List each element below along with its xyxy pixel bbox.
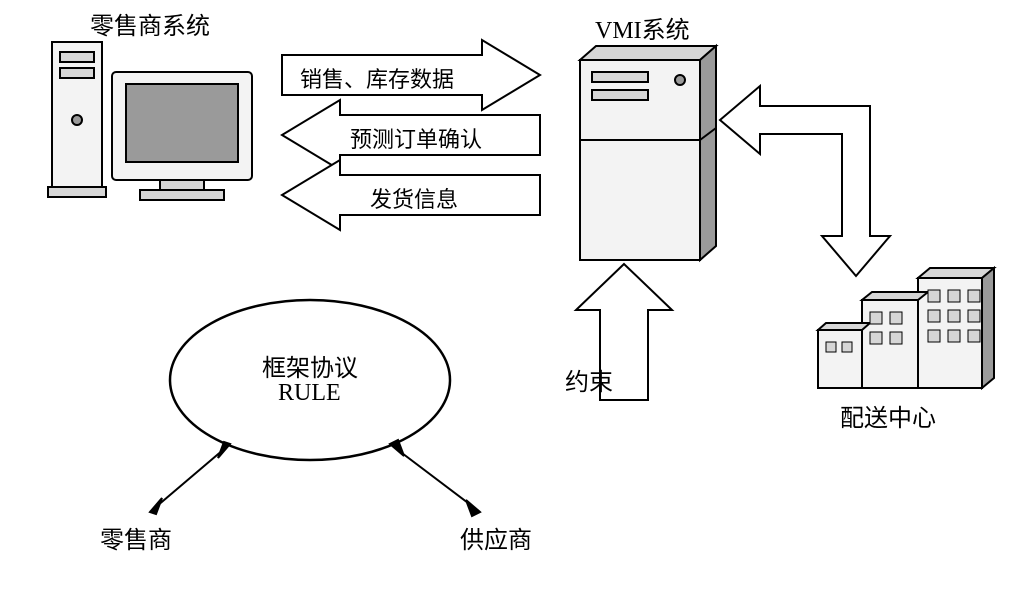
retailer-label: 零售商 bbox=[100, 520, 172, 555]
arrow-label-shipping: 发货信息 bbox=[370, 182, 458, 214]
arrow-ellipse-supplier bbox=[390, 440, 480, 516]
retailer-system-title: 零售商系统 bbox=[90, 6, 210, 41]
distribution-center-label: 配送中心 bbox=[840, 398, 936, 433]
diagram-canvas: 零售商系统 VMI系统 销售、库存数据 预测订单确认 发货信息 约束 框架协议 … bbox=[0, 0, 1024, 590]
arrow-label-forecast: 预测订单确认 bbox=[350, 122, 482, 154]
supplier-label: 供应商 bbox=[460, 520, 532, 555]
arrow-vmi-distribution bbox=[720, 86, 890, 276]
vmi-server-icon bbox=[580, 46, 716, 260]
diagram-svg bbox=[0, 0, 1024, 590]
arrow-label-sales: 销售、库存数据 bbox=[300, 62, 454, 94]
rule-ellipse-line2: RULE bbox=[278, 380, 341, 407]
vmi-system-title: VMI系统 bbox=[595, 10, 690, 45]
arrow-label-constraint: 约束 bbox=[565, 362, 613, 397]
distribution-center-icon bbox=[818, 268, 994, 388]
rule-ellipse-line1: 框架协议 bbox=[262, 348, 358, 383]
retailer-computer-icon bbox=[48, 42, 252, 200]
arrow-ellipse-retailer bbox=[150, 442, 230, 514]
